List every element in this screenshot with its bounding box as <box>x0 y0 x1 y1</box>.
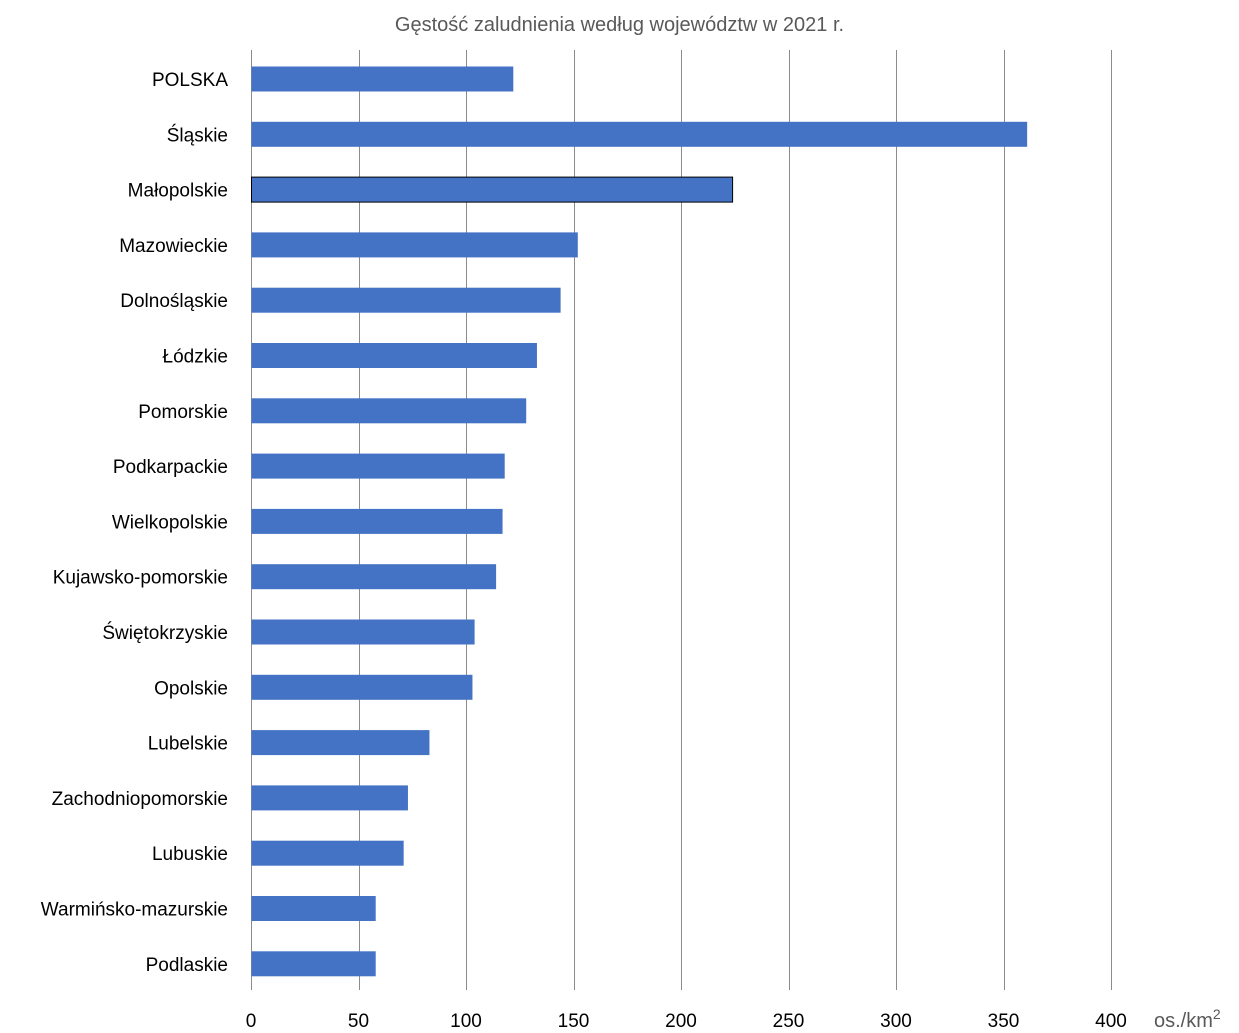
category-label-6: Pomorskie <box>138 402 228 423</box>
category-label-3: Mazowieckie <box>119 236 228 257</box>
x-tick-label-400: 400 <box>1095 1011 1127 1032</box>
x-tick-label-0: 0 <box>246 1011 257 1032</box>
bars <box>251 66 1028 977</box>
category-label-5: Łódzkie <box>163 347 229 368</box>
x-tick-label-150: 150 <box>558 1011 590 1032</box>
category-label-1: Śląskie <box>167 124 228 146</box>
category-label-4: Dolnośląskie <box>120 291 228 312</box>
category-label-11: Opolskie <box>154 678 228 699</box>
x-tick-label-100: 100 <box>450 1011 482 1032</box>
bar-10 <box>251 619 475 645</box>
category-label-14: Lubuskie <box>152 844 228 865</box>
category-label-8: Wielkopolskie <box>112 512 228 533</box>
x-axis-unit-superscript: 2 <box>1213 1006 1221 1022</box>
category-labels: POLSKA Śląskie Małopolskie Mazowieckie Dolno… <box>41 70 229 976</box>
category-label-10: Świętokrzyskie <box>102 622 228 644</box>
category-label-7: Podkarpackie <box>113 457 228 478</box>
category-label-9: Kujawsko-pomorskie <box>53 568 228 589</box>
bar-1 <box>251 121 1028 147</box>
bar-4 <box>251 287 561 313</box>
category-label-15: Warmińsko-mazurskie <box>41 900 228 921</box>
bar-7 <box>251 453 505 479</box>
category-label-13: Zachodniopomorskie <box>52 789 228 810</box>
bar-6 <box>251 398 527 424</box>
chart-title: Gęstość zaludnienia według województw w … <box>394 14 845 36</box>
bar-12 <box>251 730 430 756</box>
x-tick-label-300: 300 <box>880 1011 912 1032</box>
bar-9 <box>251 564 497 590</box>
bar-3 <box>251 232 578 258</box>
category-label-16: Podlaskie <box>146 955 228 976</box>
x-tick-labels: 0 50 100 150 200 250 300 350 400 <box>246 1011 1127 1032</box>
x-axis-unit-label: os./km2 <box>1154 1006 1221 1032</box>
bar-0 <box>251 66 514 92</box>
bar-8 <box>251 508 503 534</box>
x-tick-label-50: 50 <box>348 1011 369 1032</box>
x-tick-label-350: 350 <box>988 1011 1020 1032</box>
x-axis-unit-text: os./km <box>1154 1010 1213 1032</box>
bar-5 <box>251 343 537 368</box>
bar-11 <box>251 674 473 700</box>
bar-2 <box>251 176 734 203</box>
bar-15 <box>251 896 376 921</box>
x-tick-label-200: 200 <box>665 1011 697 1032</box>
bar-16 <box>251 951 376 977</box>
category-label-2: Małopolskie <box>128 181 228 202</box>
category-label-12: Lubelskie <box>148 734 228 755</box>
category-label-0: POLSKA <box>152 70 228 91</box>
bar-14 <box>251 840 404 866</box>
x-tick-label-250: 250 <box>773 1011 805 1032</box>
bar-13 <box>251 785 408 811</box>
